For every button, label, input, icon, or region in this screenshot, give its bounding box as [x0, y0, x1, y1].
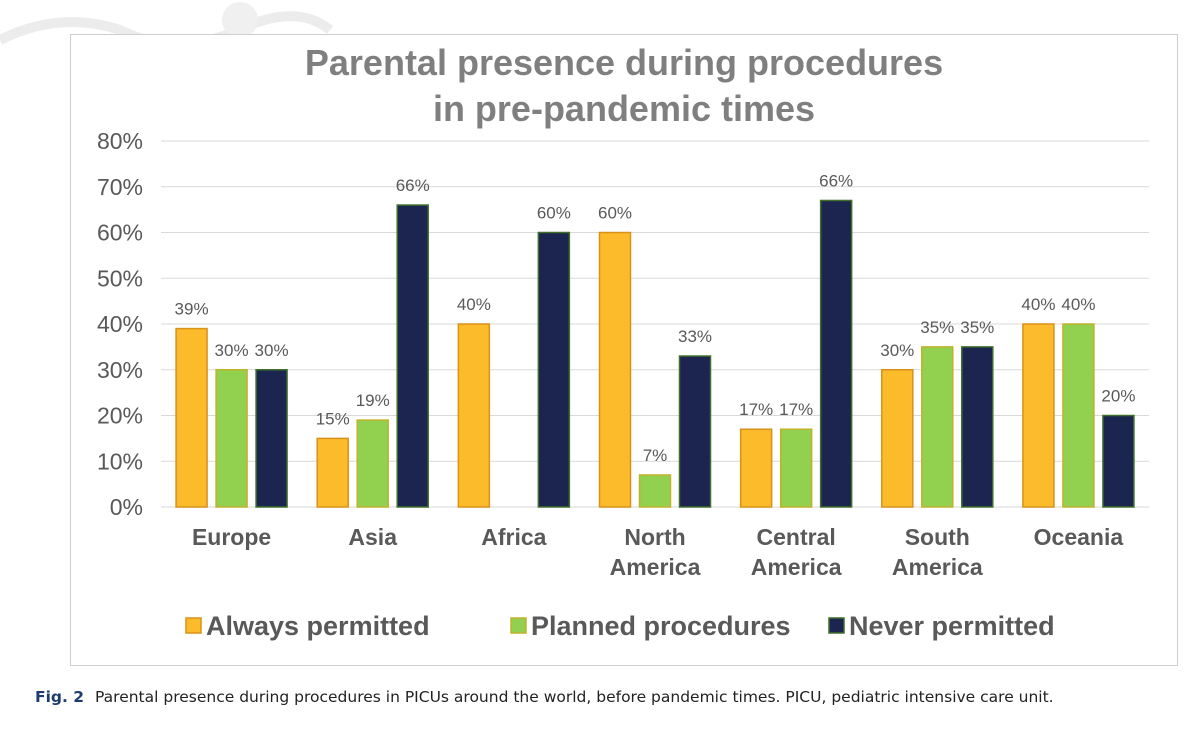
legend-label: Never permitted [849, 611, 1055, 641]
y-tick-label: 10% [97, 448, 143, 474]
bar [638, 474, 672, 508]
x-category-label: America [610, 554, 701, 580]
data-label: 60% [598, 204, 632, 223]
y-tick-label: 30% [97, 357, 143, 383]
bar [881, 369, 914, 508]
data-label: 15% [316, 409, 350, 428]
x-category-label: Africa [481, 524, 546, 550]
y-tick-label: 70% [97, 174, 143, 200]
legend-swatch [828, 617, 845, 634]
bar [396, 204, 429, 508]
data-label: 20% [1101, 387, 1135, 406]
legend-swatch [185, 617, 202, 634]
data-label: 35% [920, 318, 954, 337]
bar [175, 327, 208, 508]
data-label: 60% [537, 204, 571, 223]
bar [457, 323, 491, 508]
x-axis-categories: Europe Asia Africa North America Central Ameri… [192, 524, 1123, 580]
bar [739, 428, 773, 508]
bar [598, 231, 632, 508]
y-tick-label: 80% [97, 128, 143, 154]
legend: Always permitted Planned procedures Never … [185, 611, 1055, 641]
y-axis-ticks: 0% 10% 20% 30% 40% 50% 60% 70% 80% [97, 128, 143, 520]
x-category-label: America [751, 554, 842, 580]
data-label: 40% [1061, 295, 1095, 314]
bar [1062, 323, 1095, 508]
bars [175, 199, 1135, 508]
bar [921, 346, 954, 508]
bar [961, 346, 994, 508]
bar [215, 369, 248, 508]
x-category-label: Central [757, 524, 836, 550]
data-label: 39% [175, 300, 209, 319]
figure-label: Fig. 2 [35, 688, 85, 706]
legend-swatch [510, 617, 527, 634]
bar [356, 419, 389, 508]
x-category-label: North [624, 524, 685, 550]
x-category-label: America [892, 554, 983, 580]
data-label: 40% [1021, 295, 1055, 314]
bar [1102, 414, 1135, 508]
data-label: 66% [396, 176, 430, 195]
bar [316, 437, 349, 508]
data-label: 30% [880, 341, 914, 360]
chart-title: Parental presence during procedures in pr… [305, 42, 943, 129]
chart-title-line: in pre-pandemic times [433, 88, 815, 129]
bar [255, 369, 288, 508]
data-label: 40% [457, 295, 491, 314]
y-tick-label: 50% [97, 265, 143, 291]
x-category-label: Oceania [1034, 524, 1124, 550]
bar [779, 428, 813, 508]
x-category-label: Europe [192, 524, 271, 550]
chart-title-line: Parental presence during procedures [305, 42, 943, 83]
chart-frame: Parental presence during procedures in pr… [70, 34, 1178, 666]
data-label: 35% [960, 318, 994, 337]
figure-caption: Fig. 2 Parental presence during procedur… [35, 688, 1175, 706]
y-tick-label: 60% [97, 220, 143, 246]
data-label: 17% [739, 400, 773, 419]
figure-caption-text: Parental presence during procedures in P… [95, 688, 1054, 706]
y-tick-label: 40% [97, 311, 143, 337]
data-label: 19% [356, 391, 390, 410]
data-labels: 39% 30% 30% 15% 19% 66% 40% 60% 60% 7% 33% 17% 17% 66… [175, 171, 1136, 465]
x-category-label: South [905, 524, 970, 550]
y-tick-label: 20% [97, 403, 143, 429]
bar [678, 355, 712, 508]
data-label: 17% [779, 400, 813, 419]
bar [819, 199, 853, 508]
data-label: 66% [819, 171, 853, 190]
bar-chart: Parental presence during procedures in pr… [97, 42, 1149, 641]
bar [537, 231, 571, 508]
legend-label: Always permitted [206, 611, 430, 641]
data-label: 30% [255, 341, 289, 360]
data-label: 7% [643, 446, 668, 465]
x-category-label: Asia [348, 524, 397, 550]
legend-label: Planned procedures [531, 611, 791, 641]
y-tick-label: 0% [110, 494, 143, 520]
data-label: 33% [678, 327, 712, 346]
data-label: 30% [215, 341, 249, 360]
bar [1022, 323, 1055, 508]
